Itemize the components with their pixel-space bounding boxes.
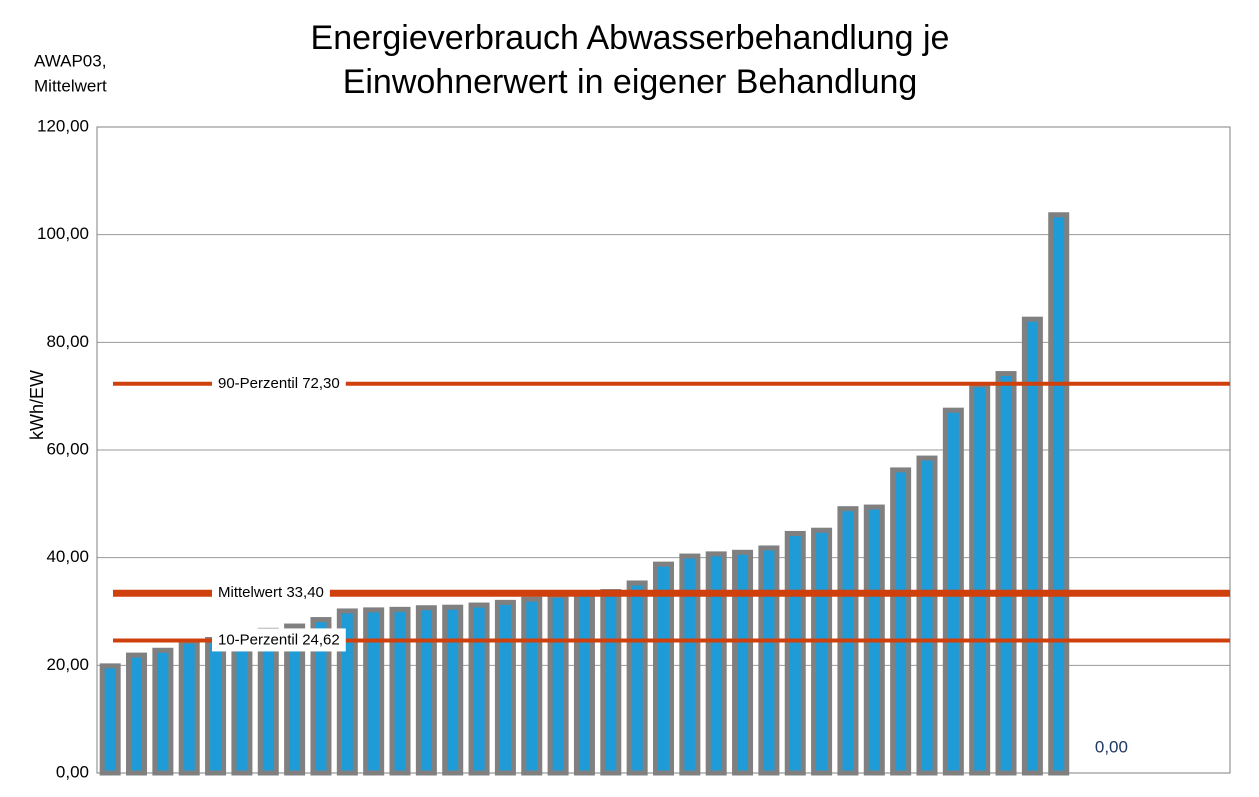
- bar: [415, 605, 437, 776]
- bar: [653, 561, 674, 776]
- reference-label-bg: [212, 371, 346, 395]
- y-tick-label: 0,00: [56, 762, 89, 781]
- bar: [1048, 212, 1070, 776]
- bar: [205, 636, 227, 776]
- bar: [705, 551, 727, 776]
- bar: [99, 663, 121, 776]
- bar: [916, 455, 938, 776]
- bar: [811, 527, 833, 776]
- y-tick-label: 20,00: [46, 655, 89, 674]
- bar: [1021, 316, 1043, 776]
- chart-title: Energieverbrauch Abwasserbehandlung je: [311, 19, 950, 57]
- bar: [178, 638, 200, 776]
- bar: [257, 627, 279, 776]
- reference-label: Mittelwert 33,40: [218, 584, 324, 601]
- bar: [600, 589, 622, 776]
- corner-label: Mittelwert: [34, 76, 107, 95]
- bar: [389, 606, 411, 776]
- bar: [336, 608, 358, 776]
- corner-label: AWAP03,: [34, 51, 106, 70]
- reference-label-bg: [212, 581, 330, 605]
- reference-label: 10-Perzentil 24,62: [218, 631, 340, 648]
- y-axis-label: kWh/EW: [27, 370, 47, 440]
- bar: [547, 592, 569, 776]
- bar: [494, 599, 516, 776]
- bar: [310, 617, 332, 776]
- bar: [758, 545, 780, 776]
- reference-label-bg: [212, 628, 346, 652]
- bar: [732, 549, 754, 776]
- bar: [442, 604, 464, 776]
- bar: [152, 647, 174, 776]
- bar: [573, 590, 595, 776]
- bar: [363, 607, 385, 776]
- bar: [784, 530, 806, 776]
- bar: [521, 596, 543, 776]
- y-tick-label: 100,00: [37, 224, 89, 243]
- y-tick-label: 40,00: [46, 547, 89, 566]
- bar: [969, 382, 991, 776]
- bar: [126, 652, 148, 776]
- bar: [468, 602, 490, 776]
- bar: [679, 553, 701, 776]
- reference-label: 90-Perzentil 72,30: [218, 375, 340, 392]
- y-tick-label: 80,00: [46, 332, 89, 351]
- data-label: 0,00: [1095, 737, 1128, 756]
- bar: [626, 580, 648, 776]
- chart-title: Einwohnerwert in eigener Behandlung: [343, 63, 918, 101]
- bar: [231, 633, 253, 776]
- y-tick-label: 60,00: [46, 439, 89, 458]
- bar: [995, 371, 1017, 776]
- bar: [890, 467, 912, 776]
- bar: [284, 623, 306, 776]
- y-tick-label: 120,00: [37, 116, 89, 135]
